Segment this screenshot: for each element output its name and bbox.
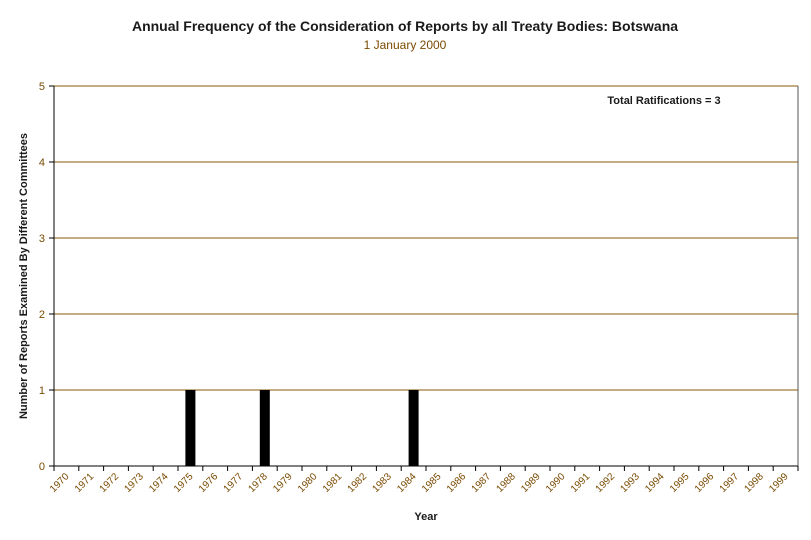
x-tick-label: 1977: [222, 471, 246, 495]
x-tick-labels: 1970 1971 1972 1973 1974 1975 1976 1977 1978 1979…: [48, 471, 791, 495]
x-tick-label: 1987: [470, 471, 494, 495]
bars: [185, 390, 419, 466]
x-tick-label: 1997: [718, 471, 742, 495]
x-tick-label: 1971: [73, 471, 97, 495]
x-tick-label: 1999: [767, 471, 791, 495]
x-tick-label: 1988: [494, 471, 518, 495]
bar: [185, 390, 196, 466]
y-tick-label: 0: [39, 461, 45, 473]
x-tick-label: 1989: [519, 471, 543, 495]
x-tick-label: 1979: [271, 471, 295, 495]
x-tick-label: 1998: [742, 471, 766, 495]
x-tick-label: 1970: [48, 471, 72, 495]
chart-title: Annual Frequency of the Consideration of…: [132, 18, 678, 34]
x-tick-label: 1994: [643, 471, 667, 495]
y-tick-label: 1: [39, 385, 45, 397]
y-axis-label: Number of Reports Examined By Different …: [18, 133, 30, 419]
y-tick-label: 4: [39, 157, 45, 169]
y-tick-labels: 0 1 2 3 4 5: [39, 81, 45, 473]
y-tick-label: 3: [39, 233, 45, 245]
x-tick-label: 1990: [544, 471, 568, 495]
axes: [49, 85, 799, 471]
x-tick-label: 1975: [172, 471, 196, 495]
x-tick-label: 1972: [98, 471, 122, 495]
y-tick-label: 2: [39, 309, 45, 321]
chart-subtitle: 1 January 2000: [364, 38, 447, 52]
x-tick-label: 1995: [668, 471, 692, 495]
x-tick-label: 1983: [370, 471, 394, 495]
x-tick-label: 1996: [693, 471, 717, 495]
x-tick-label: 1981: [321, 471, 345, 495]
bar: [259, 390, 270, 466]
x-tick-label: 1978: [246, 471, 270, 495]
x-tick-label: 1985: [420, 471, 444, 495]
x-tick-label: 1991: [569, 471, 593, 495]
x-tick-label: 1973: [122, 471, 146, 495]
x-tick-label: 1993: [618, 471, 642, 495]
bar: [408, 390, 419, 466]
x-tick-label: 1992: [594, 471, 618, 495]
y-tick-label: 5: [39, 81, 45, 93]
x-tick-label: 1984: [395, 471, 419, 495]
total-ratifications-annotation: Total Ratifications = 3: [607, 95, 720, 107]
x-axis-label: Year: [414, 511, 438, 523]
x-tick-label: 1980: [296, 471, 320, 495]
x-tick-label: 1986: [445, 471, 469, 495]
gridlines: [54, 85, 799, 466]
x-tick-label: 1982: [346, 471, 370, 495]
x-tick-label: 1974: [147, 471, 171, 495]
x-tick-label: 1976: [197, 471, 221, 495]
